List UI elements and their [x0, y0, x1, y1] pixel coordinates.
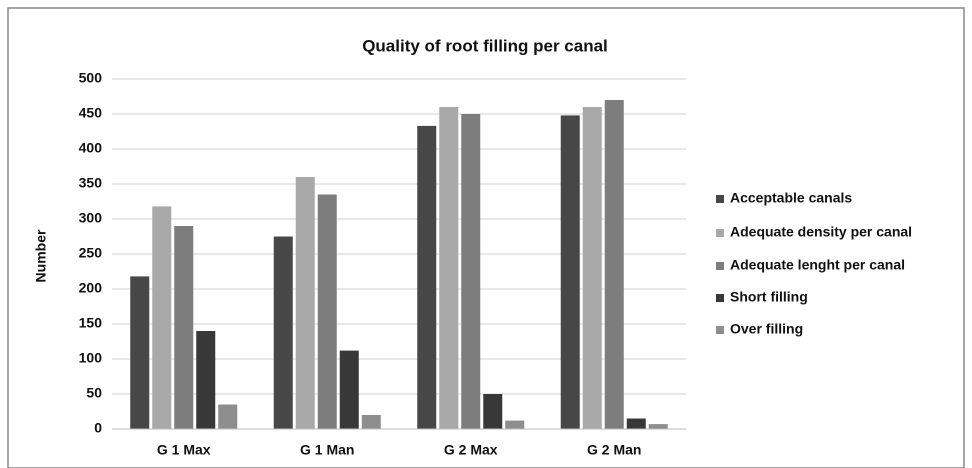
legend-label: Over filling — [730, 321, 803, 337]
bar — [604, 100, 624, 429]
y-tick-label: 100 — [79, 350, 103, 366]
x-tick-label: G 2 Max — [444, 442, 498, 458]
y-tick-label: 350 — [79, 175, 103, 191]
y-tick-label: 250 — [79, 245, 103, 261]
bar — [560, 115, 580, 430]
bar — [626, 418, 646, 429]
bar — [505, 420, 525, 429]
y-tick-label: 200 — [79, 280, 103, 296]
y-tick-label: 0 — [94, 420, 102, 436]
y-axis-label: Number — [33, 229, 49, 282]
bar — [361, 415, 381, 429]
bar — [218, 404, 238, 429]
bar — [317, 194, 337, 429]
y-tick-label: 300 — [79, 210, 103, 226]
y-tick-label: 450 — [79, 105, 103, 121]
bar — [130, 276, 150, 429]
chart-title: Quality of root filling per canal — [362, 36, 608, 55]
bar — [439, 107, 459, 429]
x-tick-label: G 1 Max — [157, 442, 211, 458]
y-tick-label: 50 — [86, 385, 102, 401]
legend-swatch — [716, 294, 724, 302]
legend-label: Acceptable canals — [730, 190, 852, 206]
bar — [273, 236, 293, 429]
bar — [461, 114, 481, 429]
bar — [196, 331, 216, 429]
y-tick-label: 150 — [79, 315, 103, 331]
legend-swatch — [716, 326, 724, 334]
bar — [152, 206, 172, 429]
bar — [648, 424, 668, 429]
bar — [339, 350, 359, 429]
x-tick-label: G 1 Man — [300, 442, 354, 458]
bar — [483, 394, 503, 429]
y-tick-label: 400 — [79, 140, 103, 156]
bar — [582, 107, 602, 429]
y-tick-label: 500 — [79, 70, 103, 86]
legend-label: Adequate lenght per canal — [730, 257, 905, 273]
bar — [417, 125, 437, 430]
legend-swatch — [716, 262, 724, 270]
x-tick-label: G 2 Man — [587, 442, 641, 458]
bar — [295, 177, 315, 429]
legend-swatch — [716, 195, 724, 203]
bar — [174, 226, 194, 429]
legend-label: Short filling — [730, 289, 808, 305]
legend-swatch — [716, 229, 724, 237]
legend-label: Adequate density per canal — [730, 224, 912, 240]
